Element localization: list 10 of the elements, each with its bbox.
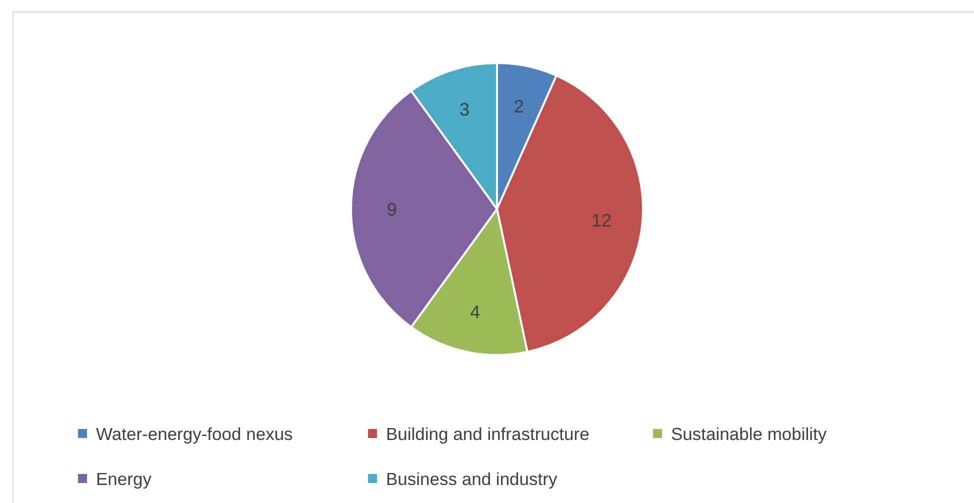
data-label: 4 [470,302,480,322]
legend-label: Sustainable mobility [671,424,827,444]
data-label: 2 [514,96,524,116]
data-label: 9 [386,199,397,220]
legend-label: Energy [96,469,152,490]
legend-label: Water-energy-food nexus [96,424,294,444]
data-label: 12 [592,210,612,230]
legend-label: Business and industry [386,469,558,490]
legend-label: Building and infrastructure [386,424,590,444]
data-label: 3 [460,99,470,120]
